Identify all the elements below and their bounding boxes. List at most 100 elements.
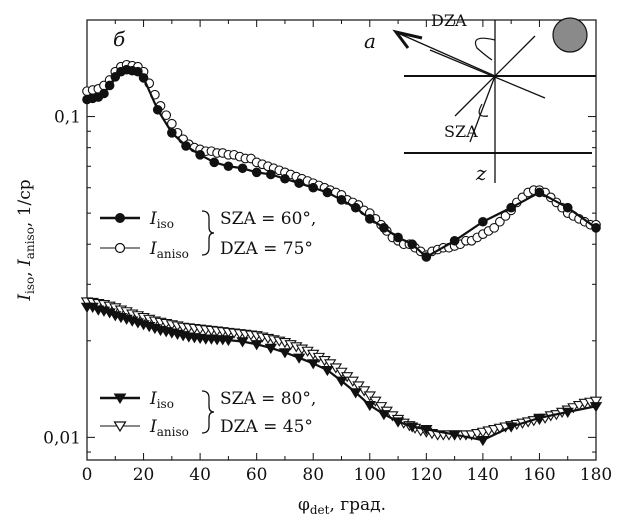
legend-bottom-brace	[201, 390, 215, 434]
data-point	[421, 252, 432, 262]
inset-sun-disk	[552, 17, 588, 53]
data-point	[561, 407, 574, 418]
inset-panel-label: а	[364, 29, 376, 53]
legend-bottom-condition-2: DZA = 45°	[220, 417, 313, 437]
series-2	[80, 302, 603, 447]
inset-detector-icon	[392, 29, 423, 49]
legend-bottom-iso-marker	[113, 393, 127, 404]
legend-top-aniso-marker	[114, 242, 126, 254]
data-point	[237, 163, 248, 174]
data-point	[352, 381, 365, 392]
data-point	[391, 417, 405, 428]
legend-bottom-aniso-marker	[113, 421, 127, 433]
data-point	[322, 187, 333, 198]
data-point	[534, 187, 545, 198]
y-tick-label: 0,01	[43, 428, 81, 448]
data-point	[251, 167, 262, 178]
x-tick-label: 40	[189, 465, 211, 485]
x-tick-label: 160	[523, 465, 555, 485]
data-point	[495, 216, 505, 227]
series-3	[80, 297, 603, 441]
data-point	[223, 161, 234, 172]
data-point	[250, 340, 263, 351]
data-point	[336, 195, 347, 205]
data-point	[307, 359, 320, 370]
panel-label-b: б	[113, 27, 126, 51]
inset-sza-label: SZA	[444, 122, 478, 141]
data-point	[209, 157, 220, 168]
data-point	[350, 202, 361, 213]
data-point	[407, 239, 417, 250]
x-tick-label: 20	[133, 465, 155, 485]
legend-top-condition-2: DZA = 75°	[220, 239, 313, 259]
x-tick-label: 80	[302, 465, 324, 485]
data-point	[357, 386, 371, 397]
data-point	[449, 235, 460, 246]
inset-sza-arc	[478, 103, 489, 117]
data-point	[379, 223, 389, 233]
data-point	[294, 178, 304, 188]
legend-bottom: Iiso Ianiso SZA = 80°, DZA = 45°	[100, 389, 316, 439]
data-point	[506, 202, 516, 213]
inset-solar-ray	[469, 75, 496, 143]
data-point	[478, 216, 488, 227]
data-point	[195, 150, 205, 160]
inset-dza-arc	[474, 37, 496, 61]
data-point	[321, 365, 334, 377]
data-point	[448, 430, 461, 441]
legend-top-condition-1: SZA = 60°,	[220, 209, 316, 229]
x-tick-label: 180	[580, 465, 612, 485]
data-point	[363, 391, 376, 402]
legend-top-iso-label: Iiso	[149, 209, 174, 231]
y-tick-label: 0,1	[54, 108, 81, 128]
legend-bottom-iso-label: Iiso	[149, 389, 174, 411]
data-point	[133, 66, 143, 77]
data-point	[591, 223, 601, 233]
data-point	[236, 337, 249, 348]
data-point	[266, 169, 276, 180]
data-point	[589, 402, 603, 413]
x-tick-label: 100	[354, 465, 386, 485]
data-point	[280, 173, 290, 184]
legend-top: Iiso Ianiso SZA = 60°, DZA = 75°	[100, 209, 316, 261]
data-point	[504, 422, 518, 433]
data-point	[562, 202, 573, 213]
data-point	[349, 388, 362, 399]
legend-top-iso-marker	[115, 213, 125, 223]
data-point	[104, 80, 115, 91]
data-point	[167, 128, 177, 138]
data-point	[377, 410, 391, 421]
geometry-inset: а DZA SZA z	[364, 11, 596, 185]
data-point	[335, 376, 348, 387]
inset-z-label: z	[475, 161, 487, 185]
x-tick-label: 0	[82, 465, 93, 485]
axis-tick-labels: 0 20 40 60 80 100 120 140 160 180 0,01 0,1	[43, 108, 612, 485]
legend-top-brace	[201, 210, 215, 256]
data-point	[152, 104, 163, 115]
x-axis-title: φdet, град.	[298, 495, 386, 517]
data-point	[589, 396, 603, 407]
data-point	[222, 335, 235, 347]
data-point	[99, 88, 109, 99]
x-tick-label: 60	[246, 465, 268, 485]
data-point	[489, 222, 500, 233]
data-point	[308, 182, 319, 193]
data-point	[476, 435, 490, 447]
data-point	[420, 425, 433, 436]
data-point	[264, 343, 277, 354]
legend-bottom-condition-1: SZA = 80°,	[220, 389, 316, 409]
series-0	[82, 64, 601, 262]
data-point	[364, 214, 375, 224]
legend-top-aniso-label: Ianiso	[149, 239, 189, 261]
data-point	[363, 400, 376, 412]
inset-diagonal-2	[429, 49, 546, 99]
inset-dza-label: DZA	[431, 11, 467, 30]
x-tick-label: 120	[410, 465, 442, 485]
data-point	[292, 353, 306, 364]
data-point	[406, 422, 419, 433]
axis-ticks	[86, 19, 597, 460]
data-point	[533, 413, 546, 424]
legend-bottom-aniso-label: Ianiso	[149, 417, 189, 439]
data-point	[393, 232, 403, 243]
plot-frame	[86, 19, 597, 461]
